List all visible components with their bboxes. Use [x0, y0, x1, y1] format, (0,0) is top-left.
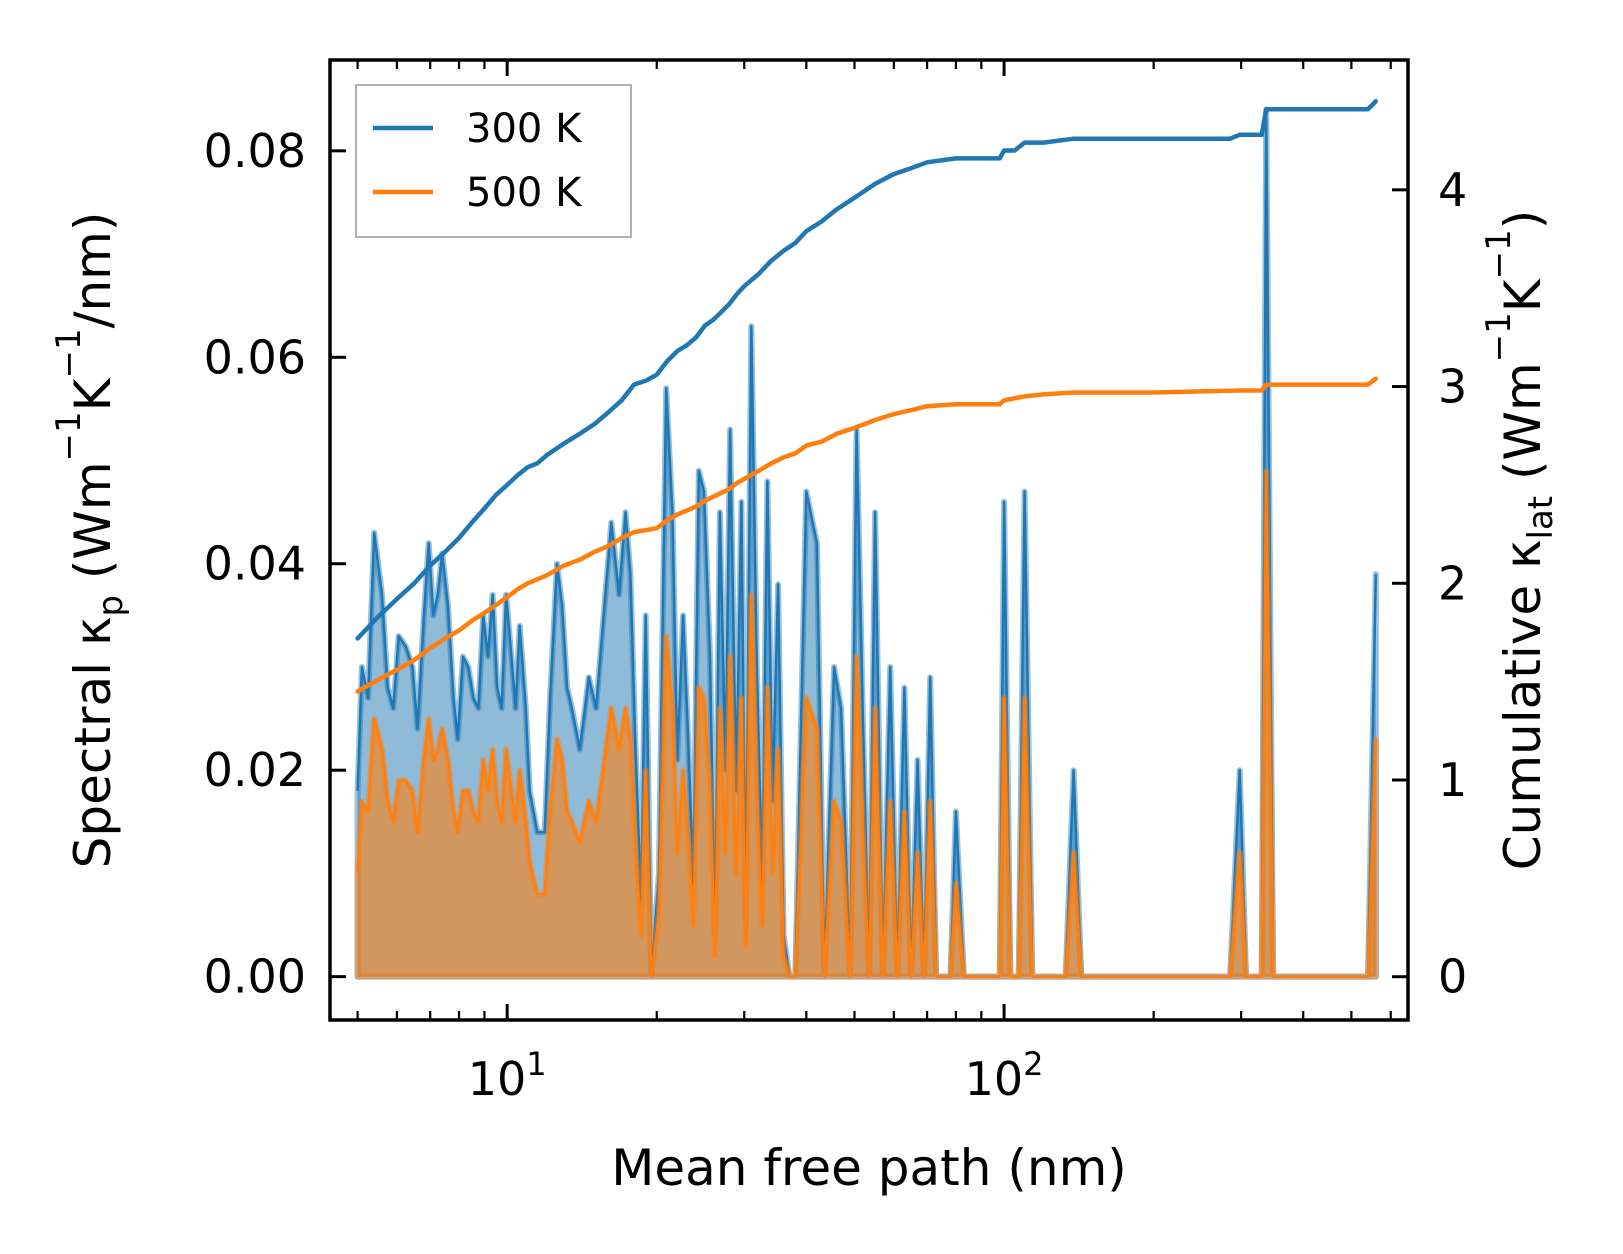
x-tick-label: 101 [468, 1045, 547, 1106]
legend-entry-label: 300 K [466, 106, 583, 152]
y-right-axis-label-text: ) [1494, 210, 1552, 230]
y-left-axis-label-superscript: −1 [49, 328, 89, 378]
y-right-axis-label: Cumulative κlat (Wm−1K−1) [1479, 210, 1561, 870]
y-right-axis-label-subscript: lat [1521, 496, 1561, 540]
y-right-axis-label-superscript: −1 [1479, 312, 1519, 362]
x-tick-label-base: 10 [965, 1052, 1024, 1106]
x-tick-label-exponent: 1 [526, 1045, 546, 1083]
legend-entry-label: 500 K [466, 170, 583, 216]
spectral-line-500-k [356, 469, 1378, 978]
y-right-axis-label-superscript: −1 [1479, 229, 1519, 279]
y-left-axis-label-superscript: −1 [49, 411, 89, 461]
y-right-tick-label: 0 [1438, 950, 1467, 1004]
spectral-fill-layer [354, 106, 1379, 980]
y-left-axis-label-text: K [64, 377, 122, 411]
y-right-tick-label: 3 [1438, 360, 1467, 414]
y-left-tick-label: 0.08 [204, 124, 306, 178]
legend: 300 K 500 K [355, 84, 632, 238]
y-right-axis-label-text: Cumulative κ [1494, 539, 1552, 870]
cumulative-line-500-k [355, 376, 1379, 694]
cumulative-line-300-k [355, 99, 1379, 641]
y-right-axis-label-text: K [1494, 278, 1552, 312]
legend-box [355, 84, 632, 238]
y-left-axis-label-text: Spectral κ [64, 617, 122, 869]
x-tick-label: 102 [965, 1045, 1044, 1106]
x-tick-label-exponent: 2 [1023, 1045, 1043, 1083]
y-left-axis-label: Spectral κp (Wm−1K−1/nm) [49, 212, 131, 869]
y-left-axis-label-text: (Wm [64, 461, 122, 595]
y-left-axis-label-text: /nm) [64, 212, 122, 329]
y-left-tick-label: 0.02 [204, 743, 306, 797]
plot-frame [328, 58, 1410, 1022]
y-left-tick-label: 0.00 [204, 950, 306, 1004]
y-left-tick-label: 0.06 [204, 330, 306, 384]
y-right-tick-label: 2 [1438, 556, 1467, 610]
y-right-tick-label: 1 [1438, 753, 1467, 807]
series-line-layer [355, 99, 1379, 694]
y-left-tick-label: 0.04 [204, 537, 306, 591]
y-right-axis-label-text: (Wm [1494, 362, 1552, 496]
x-axis-label: Mean free path (nm) [611, 1139, 1127, 1197]
x-tick-label-base: 10 [468, 1052, 527, 1106]
y-right-tick-label: 4 [1438, 163, 1467, 217]
y-left-axis-label-subscript: p [91, 595, 131, 617]
